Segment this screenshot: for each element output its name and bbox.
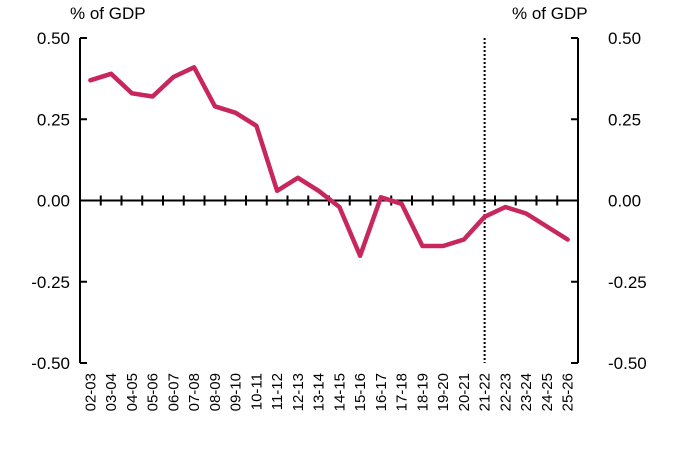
- x-tick-label: 25-26: [560, 373, 577, 411]
- x-tick-label: 20-21: [456, 373, 473, 411]
- y-tick-label-right: 0.25: [608, 110, 641, 129]
- x-tick-label: 11-12: [269, 373, 286, 410]
- x-tick-label: 13-14: [311, 373, 328, 411]
- y-tick-label-left: 0.25: [37, 110, 70, 129]
- x-tick-label: 19-20: [435, 373, 452, 411]
- x-tick-label: 15-16: [352, 373, 369, 411]
- x-tick-label: 05-06: [145, 373, 162, 411]
- x-tick-label: 23-24: [518, 373, 535, 411]
- y-axis-unit-left: % of GDP: [70, 4, 146, 24]
- x-tick-label: 07-08: [186, 373, 203, 411]
- y-tick-label-right: -0.25: [608, 273, 647, 292]
- x-tick-label: 17-18: [394, 373, 411, 411]
- y-tick-label-right: -0.50: [608, 354, 647, 373]
- series-line: [90, 67, 567, 256]
- y-tick-label-left: 0.00: [37, 192, 70, 211]
- x-tick-label: 10-11: [248, 373, 265, 410]
- x-tick-label: 08-09: [207, 373, 224, 411]
- x-tick-label: 22-23: [497, 373, 514, 411]
- x-tick-label: 04-05: [124, 373, 141, 411]
- x-tick-label: 09-10: [228, 373, 245, 411]
- x-tick-label: 18-19: [414, 373, 431, 411]
- x-tick-label: 06-07: [165, 373, 182, 411]
- x-tick-label: 14-15: [331, 373, 348, 411]
- y-tick-label-left: 0.50: [37, 29, 70, 48]
- y-tick-label-left: -0.25: [31, 273, 70, 292]
- y-tick-label-right: 0.50: [608, 29, 641, 48]
- y-axis-unit-right: % of GDP: [512, 4, 588, 24]
- y-tick-label-left: -0.50: [31, 354, 70, 373]
- y-tick-label-right: 0.00: [608, 192, 641, 211]
- x-tick-label: 02-03: [82, 373, 99, 411]
- x-tick-label: 12-13: [290, 373, 307, 411]
- x-tick-label: 21-22: [477, 373, 494, 411]
- x-tick-label: 16-17: [373, 373, 390, 411]
- x-tick-label: 24-25: [539, 373, 556, 411]
- x-tick-label: 03-04: [103, 373, 120, 411]
